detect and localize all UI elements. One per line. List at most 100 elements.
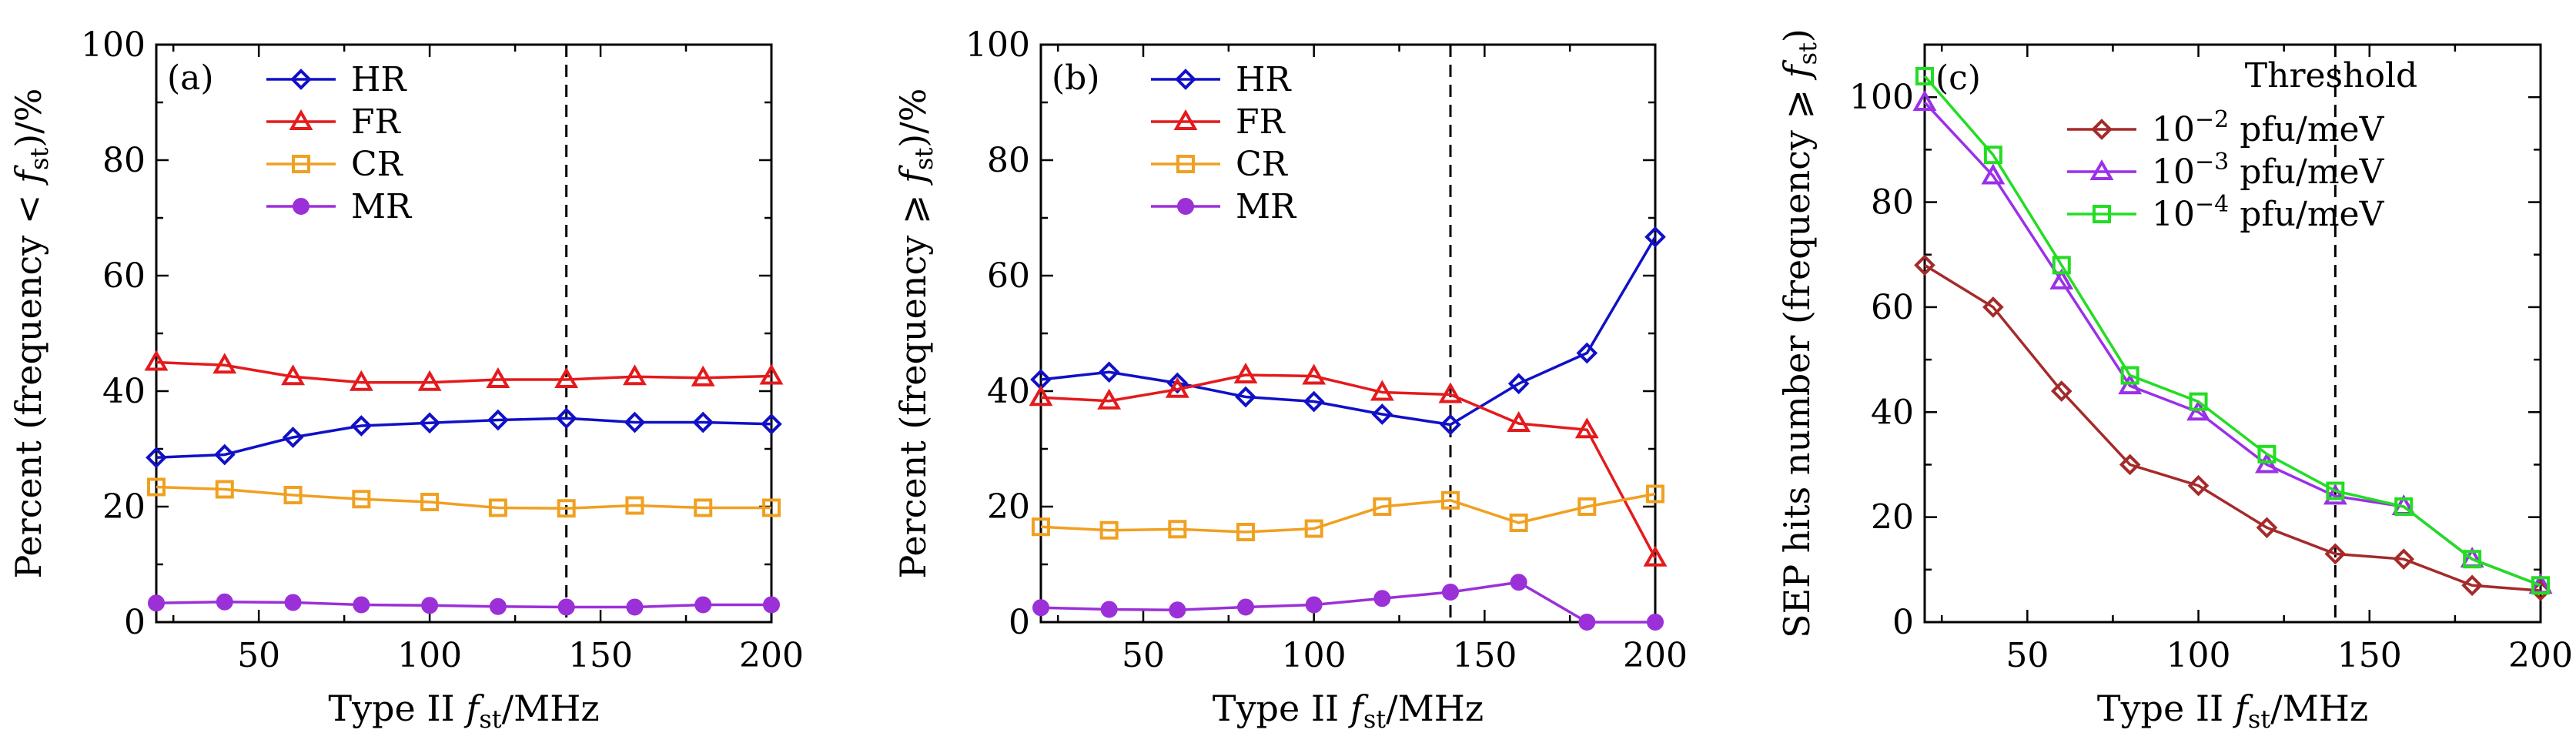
data-point	[1912, 89, 1937, 111]
x-tick-label: 100	[1282, 636, 1347, 675]
data-point	[349, 370, 373, 391]
data-point	[2120, 366, 2139, 385]
data-point	[759, 363, 784, 385]
x-tick-label: 150	[1452, 636, 1517, 675]
legend-label: HR	[1236, 60, 1292, 99]
data-point	[282, 427, 304, 448]
chart-panel-2: 50 100 150 200 0 20 40 60 80 100 Type II fst/MHz Pe…	[892, 25, 1688, 734]
series-square	[147, 477, 781, 518]
data-point	[488, 498, 507, 517]
plot-frame	[155, 43, 773, 624]
legend-title: Threshold	[2245, 56, 2417, 95]
y-axis-label: Percent (frequency ⩾ fst)/%	[892, 89, 938, 579]
data-point	[1169, 601, 1186, 619]
x-tick-label: 200	[2508, 636, 2573, 675]
data-point	[352, 490, 371, 509]
data-point	[281, 364, 306, 386]
data-point	[763, 596, 780, 614]
data-point	[1983, 146, 2002, 165]
series-line	[156, 485, 771, 510]
legend-marker	[293, 198, 309, 215]
data-point	[1304, 519, 1323, 538]
y-tick-label: 0	[1892, 603, 1914, 642]
legend-item: HR	[1151, 60, 1292, 99]
panel-label: (c)	[1935, 59, 1981, 98]
data-point	[2052, 256, 2071, 275]
legend-label: 10−3 pfu/meV	[2152, 149, 2385, 192]
data-point	[1165, 377, 1189, 398]
data-point	[1577, 497, 1597, 516]
legend-item: 10−4 pfu/meV	[2067, 191, 2385, 234]
data-point	[2393, 548, 2415, 571]
plot-frame	[1039, 43, 1657, 624]
plot-frame	[1923, 43, 2542, 624]
data-point	[147, 477, 166, 497]
y-axis-label: Percent (frequency < fst)/%	[8, 89, 54, 579]
data-point	[694, 596, 712, 614]
y-tick-label: 20	[987, 487, 1030, 527]
data-point	[1981, 163, 2006, 185]
series-circle	[148, 593, 780, 616]
data-point	[1235, 386, 1256, 408]
chart-panel-3: 50 100 150 200 0 20 40 60 80 100 Type II fst/MHz SE…	[1776, 28, 2573, 734]
x-tick-label: 100	[2166, 636, 2231, 675]
legend-label: CR	[1236, 145, 1289, 184]
data-point	[2531, 576, 2550, 595]
data-point	[1441, 490, 1460, 510]
data-point	[1371, 403, 1393, 425]
data-point	[1236, 523, 1255, 541]
data-point	[1646, 484, 1664, 504]
y-tick-label: 20	[102, 487, 146, 527]
legend-marker	[2091, 119, 2113, 140]
data-point	[1099, 520, 1119, 540]
data-point	[353, 596, 370, 614]
series-line	[1040, 492, 1656, 534]
data-point	[2257, 444, 2277, 464]
x-axis-label: Type II fst/MHz	[1213, 688, 1484, 734]
data-point	[2049, 268, 2074, 290]
panel-label: (a)	[167, 59, 214, 98]
series-line	[1040, 581, 1655, 624]
x-tick-label: 50	[2006, 636, 2049, 675]
y-axis-label: SEP hits number (frequency ⩾ fst)	[1776, 28, 1822, 638]
data-point	[762, 498, 781, 517]
data-point	[2050, 380, 2073, 402]
series-line	[1923, 75, 2541, 587]
x-tick-label: 200	[1623, 636, 1688, 675]
x-axis-label: Type II fst/MHz	[2097, 688, 2368, 734]
data-point	[761, 413, 782, 435]
data-point	[1914, 254, 1935, 276]
data-point	[1509, 514, 1528, 532]
legend-label: 10−4 pfu/meV	[2152, 191, 2385, 234]
data-point	[1305, 596, 1323, 614]
data-point	[1510, 574, 1527, 591]
series-circle	[1032, 574, 1664, 631]
data-point	[1233, 362, 1258, 383]
data-point	[487, 409, 509, 431]
data-point	[2254, 452, 2279, 474]
data-point	[417, 370, 442, 391]
data-point	[2326, 481, 2345, 500]
y-tick-label: 80	[102, 141, 146, 180]
legend-marker	[2093, 205, 2111, 223]
data-point	[2323, 484, 2347, 505]
y-tick-label: 40	[987, 372, 1030, 411]
y-tick-label: 60	[987, 256, 1030, 296]
legend-label: HR	[351, 60, 407, 99]
data-point	[146, 447, 167, 469]
x-tick-label: 150	[2337, 636, 2402, 675]
y-tick-label: 0	[1009, 603, 1030, 642]
data-point	[625, 496, 644, 515]
data-point	[1982, 296, 2004, 318]
data-point	[1644, 226, 1666, 248]
data-point	[557, 499, 576, 518]
data-point	[1029, 385, 1053, 407]
data-point	[557, 598, 575, 616]
x-tick-label: 200	[739, 636, 804, 675]
data-point	[2256, 517, 2278, 539]
data-point	[1168, 520, 1187, 539]
data-point	[694, 498, 713, 517]
legend-label: CR	[351, 145, 404, 184]
data-point	[692, 411, 714, 433]
series-line	[156, 600, 771, 609]
